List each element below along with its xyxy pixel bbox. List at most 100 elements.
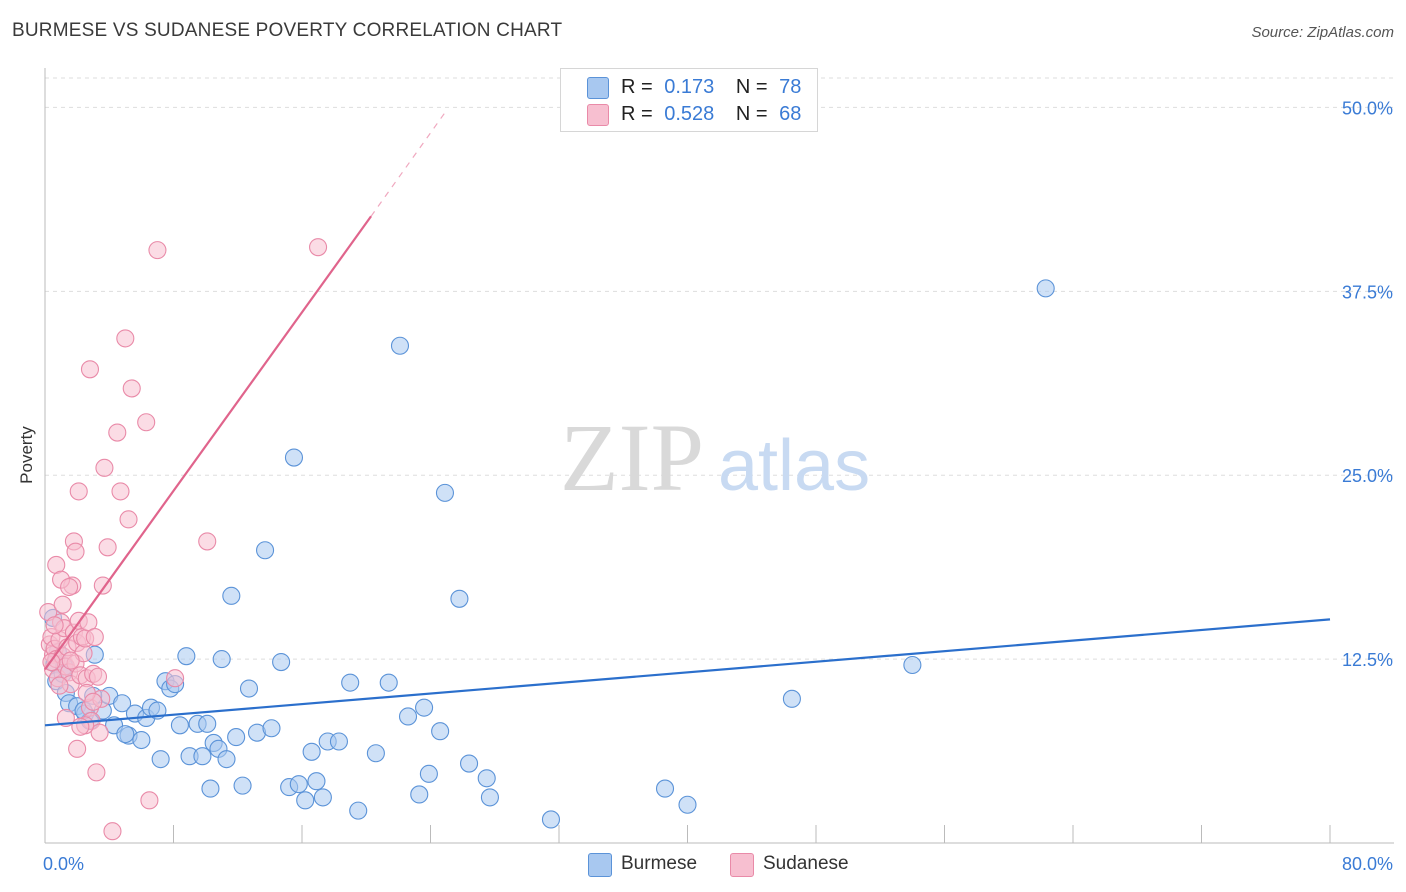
legend-n-value: 68: [779, 103, 802, 125]
burmese-point: [217, 750, 236, 769]
burmese-point: [341, 673, 360, 692]
sudanese-point: [50, 676, 69, 695]
burmese-trendline: [44, 618, 1331, 727]
burmese-point: [256, 541, 275, 560]
burmese-point: [272, 652, 291, 672]
source-label: Source: ZipAtlas.com: [1251, 24, 1394, 41]
burmese-point: [227, 728, 246, 747]
y-axis-label: Poverty: [17, 426, 36, 484]
chart-title: BURMESE VS SUDANESE POVERTY CORRELATION …: [12, 20, 563, 41]
burmese-point: [116, 725, 135, 744]
burmese-swatch: [587, 77, 609, 99]
sudanese-point: [90, 723, 109, 742]
burmese-point: [193, 747, 212, 766]
burmese-point: [419, 764, 438, 783]
legend-r-label: R =: [621, 103, 653, 125]
y-tick-label: 50.0%: [1342, 98, 1393, 118]
burmese-legend-swatch: [588, 853, 612, 877]
sudanese-legend-swatch: [730, 853, 754, 877]
burmese-legend-label: Burmese: [621, 853, 698, 874]
burmese-points: [43, 279, 1055, 829]
sudanese-point: [108, 423, 127, 442]
trendlines: [44, 110, 1331, 727]
burmese-point: [329, 732, 348, 751]
burmese-point: [233, 776, 252, 795]
legend-r-label: R =: [621, 76, 653, 98]
watermark-zip: ZIP: [560, 404, 704, 511]
sudanese-swatch: [587, 104, 609, 126]
tick-labels: 12.5% 25.0% 37.5% 50.0% 0.0% 80.0%: [43, 98, 1393, 874]
burmese-point: [151, 750, 170, 769]
sudanese-point: [116, 329, 135, 348]
burmese-point: [366, 744, 385, 763]
sudanese-point: [45, 616, 64, 635]
burmese-point: [313, 788, 332, 807]
burmese-point: [284, 448, 304, 467]
burmese-point: [480, 788, 499, 807]
burmese-point: [289, 775, 308, 794]
legend-n-label: N =: [735, 103, 768, 125]
sudanese-point: [166, 669, 185, 688]
sudanese-point: [60, 577, 79, 597]
burmese-point: [239, 679, 259, 698]
sudanese-point: [309, 238, 328, 257]
sudanese-point: [68, 739, 87, 758]
sudanese-point: [85, 627, 104, 647]
burmese-point: [398, 707, 418, 726]
sudanese-point: [148, 241, 167, 260]
burmese-point: [307, 772, 326, 791]
burmese-point: [541, 810, 561, 829]
burmese-point: [1036, 279, 1055, 298]
burmese-point: [390, 336, 410, 355]
y-tick-label: 37.5%: [1342, 282, 1393, 302]
burmese-point: [435, 483, 455, 502]
burmese-point: [222, 586, 241, 605]
sudanese-point: [103, 822, 122, 841]
burmese-point: [655, 779, 675, 798]
correlation-legend: R = 0.173 N = 78 R = 0.528 N = 68: [560, 68, 818, 132]
watermark-atlas: atlas: [718, 426, 870, 506]
burmese-point: [132, 730, 151, 750]
burmese-point: [903, 655, 922, 675]
sudanese-point: [98, 538, 117, 557]
burmese-point: [113, 694, 132, 713]
sudanese-point: [137, 413, 156, 432]
x-tick-label: 0.0%: [43, 854, 84, 874]
sudanese-point: [61, 651, 80, 670]
legend-r-value: 0.173: [664, 76, 715, 98]
sudanese-point: [87, 763, 106, 782]
burmese-point: [431, 722, 450, 741]
burmese-point: [415, 698, 434, 717]
burmese-point: [459, 754, 479, 773]
sudanese-point: [53, 595, 72, 614]
sudanese-point: [111, 482, 130, 501]
burmese-point: [678, 795, 697, 814]
burmese-point: [782, 689, 801, 708]
sudanese-point: [198, 532, 217, 551]
legend-r-value: 0.528: [664, 103, 715, 125]
burmese-point: [410, 785, 429, 804]
sudanese-trendline: [44, 215, 372, 671]
burmese-point: [201, 779, 220, 798]
burmese-point: [296, 791, 315, 810]
sudanese-point: [66, 542, 85, 561]
sudanese-point: [84, 692, 103, 711]
burmese-point: [212, 650, 231, 669]
sudanese-point: [88, 667, 108, 686]
sudanese-point: [122, 379, 141, 398]
sudanese-point: [80, 360, 100, 379]
sudanese-point: [140, 791, 159, 810]
sudanese-legend-label: Sudanese: [763, 853, 849, 874]
burmese-point: [302, 742, 321, 761]
burmese-point: [170, 716, 189, 735]
gridlines: [45, 77, 1394, 660]
legend-n-value: 78: [779, 76, 802, 98]
sudanese-points: [39, 238, 328, 841]
burmese-point: [477, 769, 496, 788]
burmese-point: [450, 589, 469, 608]
y-tick-label: 12.5%: [1342, 650, 1393, 670]
y-tick-label: 25.0%: [1342, 466, 1393, 486]
axes: [44, 68, 1394, 844]
sudanese-trendline-extension: [370, 110, 448, 217]
